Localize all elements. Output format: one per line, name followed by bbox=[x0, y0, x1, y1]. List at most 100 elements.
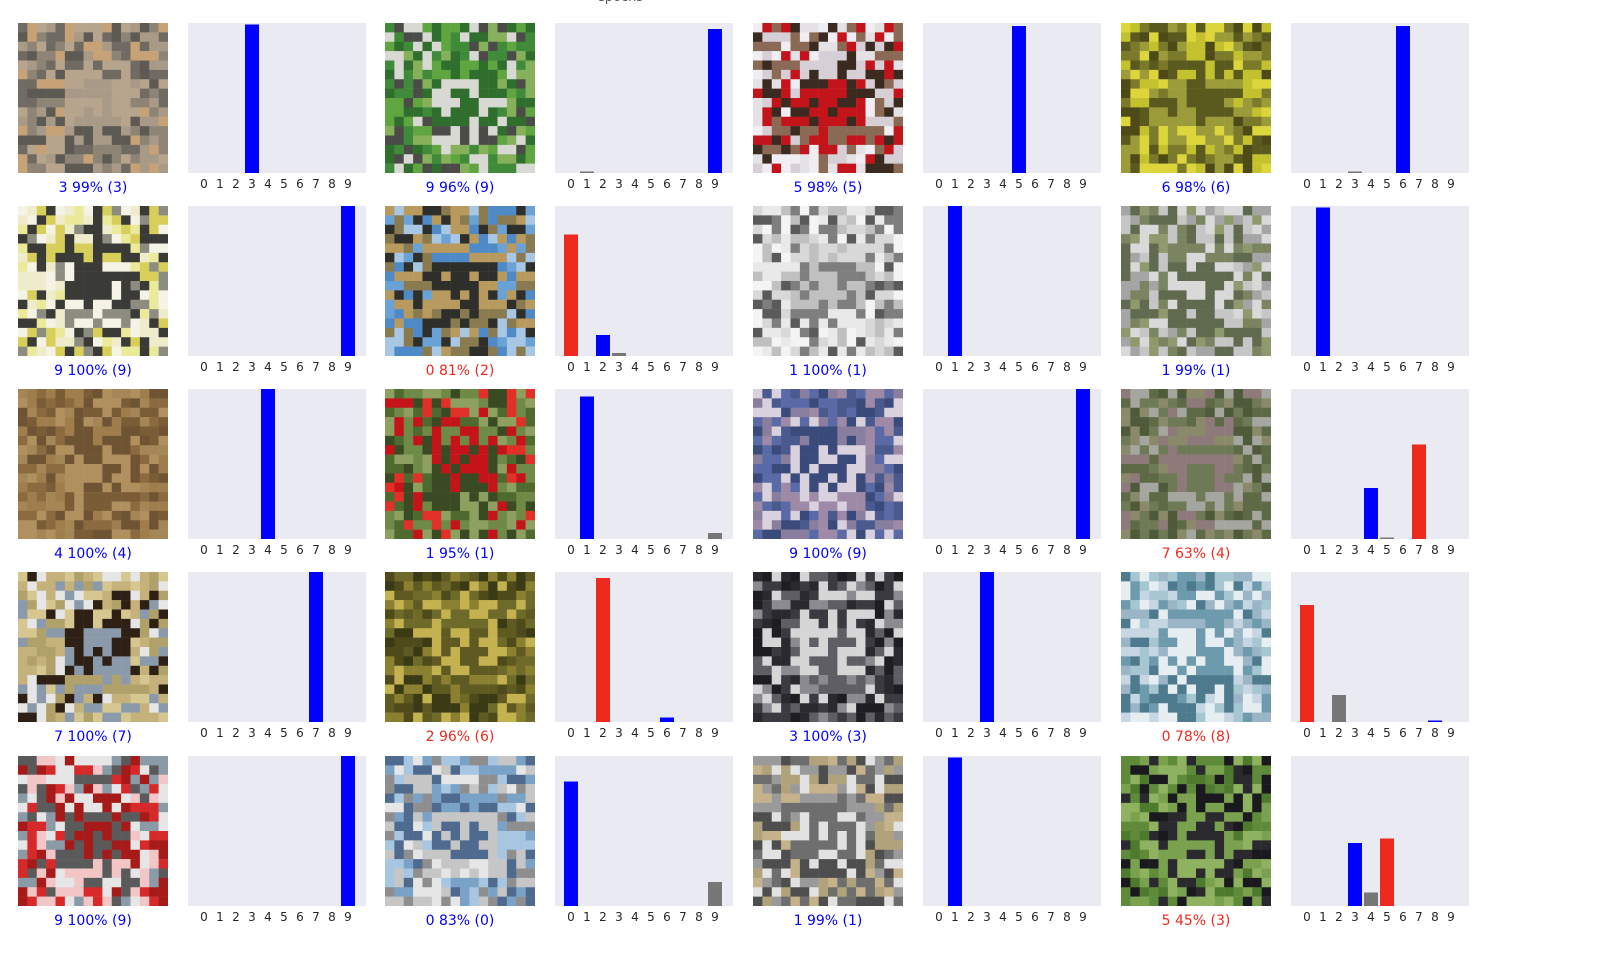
tick-label: 3 bbox=[248, 543, 256, 557]
prediction-caption: 9 100% (9) bbox=[54, 913, 132, 929]
tick-label: 1 bbox=[951, 910, 959, 924]
tick-label: 8 bbox=[1431, 177, 1439, 191]
sample-image-silver-car bbox=[1121, 206, 1271, 356]
tick-label: 0 bbox=[200, 910, 208, 924]
tick-label: 7 bbox=[1415, 543, 1423, 557]
prediction-caption: 3 100% (3) bbox=[789, 729, 867, 745]
tick-label: 0 bbox=[935, 726, 943, 740]
tick-label: 7 bbox=[1415, 726, 1423, 740]
tick-label: 3 bbox=[248, 360, 256, 374]
tick-label: 4 bbox=[631, 543, 639, 557]
prediction-caption: 1 99% (1) bbox=[1161, 363, 1231, 379]
tick-label: 3 bbox=[248, 910, 256, 924]
probability-bars bbox=[596, 578, 674, 722]
probability-bars bbox=[1364, 444, 1426, 539]
tick-label: 5 bbox=[280, 726, 288, 740]
tick-label: 9 bbox=[1447, 726, 1455, 740]
tick-label: 5 bbox=[1015, 543, 1023, 557]
tick-label: 4 bbox=[999, 910, 1007, 924]
sample-image-red-truck bbox=[18, 756, 168, 906]
tick-label: 3 bbox=[248, 726, 256, 740]
prediction-caption: 0 78% (8) bbox=[1161, 729, 1231, 745]
sample-image-yellow-truck bbox=[18, 206, 168, 356]
probability-chart bbox=[555, 572, 733, 722]
tick-label: 8 bbox=[695, 177, 703, 191]
figure-title: epochs bbox=[0, 0, 1240, 5]
tick-label: 1 bbox=[1319, 543, 1327, 557]
tick-label: 7 bbox=[679, 360, 687, 374]
probability-chart bbox=[923, 206, 1101, 356]
sample-image-horse-animal bbox=[1121, 389, 1271, 539]
tick-label: 3 bbox=[1351, 177, 1359, 191]
tick-label: 8 bbox=[1063, 726, 1071, 740]
tick-label: 2 bbox=[599, 543, 607, 557]
tick-label: 2 bbox=[1335, 543, 1343, 557]
probability-bars bbox=[948, 757, 962, 906]
tick-label: 9 bbox=[1079, 177, 1087, 191]
probability-bars bbox=[1316, 207, 1330, 356]
tick-label: 8 bbox=[695, 910, 703, 924]
tick-label: 1 bbox=[583, 726, 591, 740]
tick-label: 9 bbox=[344, 726, 352, 740]
tick-label: 9 bbox=[1079, 543, 1087, 557]
tick-label: 8 bbox=[1431, 726, 1439, 740]
tick-label: 8 bbox=[1431, 360, 1439, 374]
bar-class-9 bbox=[708, 882, 722, 906]
tick-label: 8 bbox=[328, 726, 336, 740]
tick-label: 1 bbox=[583, 910, 591, 924]
tick-label: 9 bbox=[344, 177, 352, 191]
tick-label: 1 bbox=[1319, 910, 1327, 924]
tick-label: 6 bbox=[1031, 360, 1039, 374]
tick-label: 0 bbox=[1303, 726, 1311, 740]
tick-label: 6 bbox=[663, 726, 671, 740]
tick-label: 8 bbox=[1431, 543, 1439, 557]
prediction-caption: 3 99% (3) bbox=[58, 180, 128, 196]
bar-class-6 bbox=[1396, 26, 1410, 173]
tick-label: 9 bbox=[711, 726, 719, 740]
tick-label: 3 bbox=[983, 360, 991, 374]
prediction-caption: 4 100% (4) bbox=[54, 546, 132, 562]
tick-label: 9 bbox=[711, 543, 719, 557]
probability-bars bbox=[1348, 838, 1394, 906]
bar-class-3 bbox=[245, 24, 259, 173]
tick-label: 2 bbox=[1335, 360, 1343, 374]
tick-label: 1 bbox=[951, 726, 959, 740]
prediction-caption: 1 95% (1) bbox=[425, 546, 495, 562]
sample-image-airplane bbox=[385, 756, 535, 906]
probability-chart bbox=[1291, 756, 1469, 906]
tick-label: 6 bbox=[296, 360, 304, 374]
tick-label: 6 bbox=[1031, 726, 1039, 740]
probability-chart bbox=[1291, 206, 1469, 356]
tick-label: 4 bbox=[1367, 360, 1375, 374]
tick-label: 6 bbox=[296, 726, 304, 740]
tick-label: 7 bbox=[679, 177, 687, 191]
bar-class-6 bbox=[660, 717, 674, 722]
tick-label: 0 bbox=[935, 360, 943, 374]
tick-label: 4 bbox=[999, 726, 1007, 740]
tick-label: 6 bbox=[663, 543, 671, 557]
tick-label: 3 bbox=[1351, 543, 1359, 557]
tick-label: 5 bbox=[280, 360, 288, 374]
bar-class-1 bbox=[948, 757, 962, 906]
tick-label: 7 bbox=[1047, 360, 1055, 374]
sample-image-black-cat bbox=[1121, 756, 1271, 906]
tick-label: 6 bbox=[296, 543, 304, 557]
bar-class-4 bbox=[1364, 488, 1378, 539]
tick-label: 2 bbox=[232, 910, 240, 924]
tick-label: 9 bbox=[1447, 360, 1455, 374]
sample-image-dog-with-flower bbox=[753, 23, 903, 173]
tick-label: 5 bbox=[647, 910, 655, 924]
tick-label: 1 bbox=[216, 543, 224, 557]
bar-class-9 bbox=[708, 29, 722, 173]
tick-label: 4 bbox=[631, 177, 639, 191]
sample-image-cat-dark bbox=[753, 572, 903, 722]
tick-label: 4 bbox=[264, 177, 272, 191]
probability-chart bbox=[555, 389, 733, 539]
